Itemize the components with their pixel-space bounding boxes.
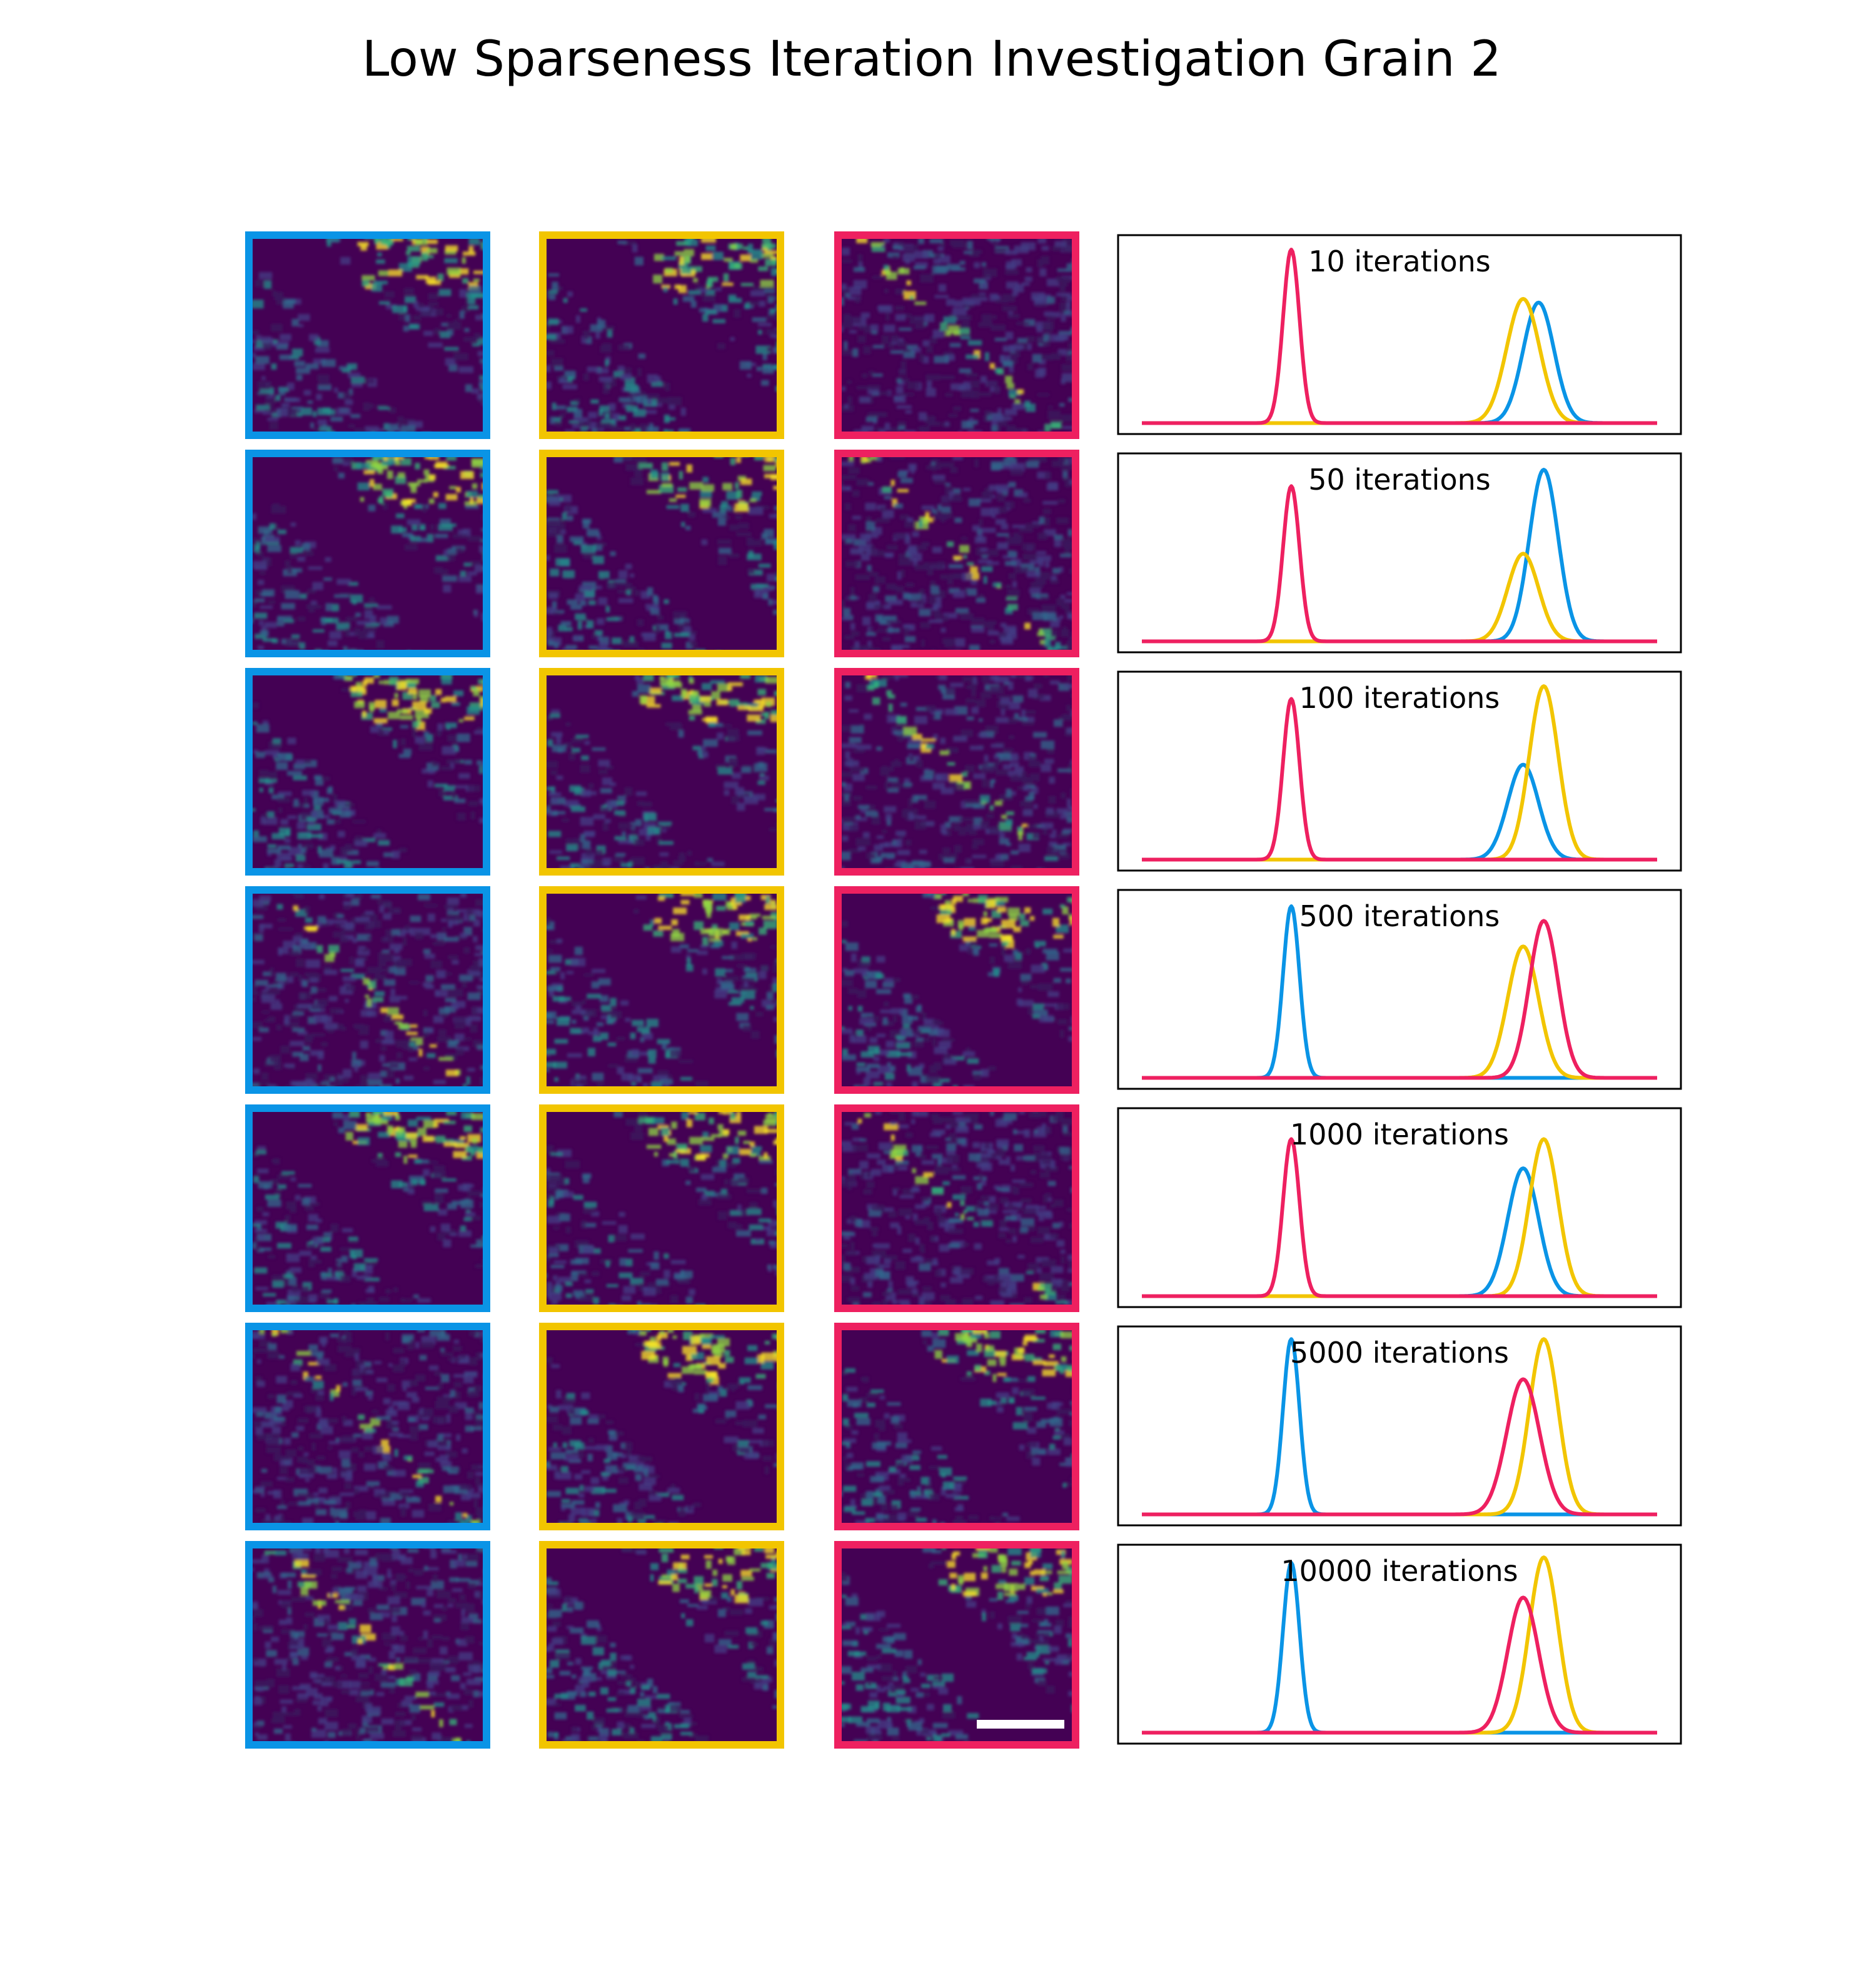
map-r3-c2 [539,668,784,876]
map-r7-c1 [245,1541,490,1749]
line-panel-4: 500 iterations [1117,889,1682,1090]
map-r2-c3 [834,450,1079,657]
map-frame-r6-c2 [539,1323,784,1530]
series-line-pink-r1 [1141,248,1658,425]
map-r5-c2 [539,1104,784,1312]
series-line-pink-r2 [1141,484,1658,644]
map-frame-r5-c2 [539,1104,784,1312]
panel-label-3: 100 iterations [1299,681,1500,715]
panel-label-7: 10000 iterations [1281,1554,1518,1588]
panel-label-4: 500 iterations [1299,899,1500,933]
map-r1-c2 [539,231,784,439]
map-frame-r4-c1 [245,886,490,1094]
map-r6-c2 [539,1323,784,1530]
line-panel-frame-2 [1117,452,1682,654]
line-panel-frame-7 [1117,1543,1682,1745]
map-r2-c1 [245,450,490,657]
map-frame-r3-c3 [834,668,1079,876]
line-panel-1: 10 iterations [1117,234,1682,435]
plots-layer: 10 iterations 50 iterations 100 iterations… [1117,234,1682,1745]
series-line-pink-r5 [1141,1137,1658,1298]
map-r1-c1 [245,231,490,439]
map-r7-c2 [539,1541,784,1749]
line-panel-frame-3 [1117,670,1682,872]
map-frame-r1-c2 [539,231,784,439]
map-r4-c1 [245,886,490,1094]
panel-label-6: 5000 iterations [1290,1336,1509,1370]
line-panel-frame-6 [1117,1325,1682,1527]
map-frame-r7-c2 [539,1541,784,1749]
map-frame-r6-c3 [834,1323,1079,1530]
line-panel-3: 100 iterations [1117,670,1682,872]
series-line-pink-r3 [1141,697,1658,862]
maps-layer [245,231,1079,1749]
series-line-pink-r7 [1141,1595,1658,1735]
map-frame-r1-c1 [245,231,490,439]
map-frame-r3-c2 [539,668,784,876]
map-r2-c2 [539,450,784,657]
map-frame-r1-c3 [834,231,1079,439]
line-panel-6: 5000 iterations [1117,1325,1682,1527]
scale-bar [977,1720,1064,1729]
panel-label-1: 10 iterations [1308,245,1490,278]
map-r3-c1 [245,668,490,876]
map-frame-r7-c1 [245,1541,490,1749]
map-frame-r3-c1 [245,668,490,876]
panel-label-2: 50 iterations [1308,463,1490,497]
line-panel-2: 50 iterations [1117,452,1682,654]
map-r6-c3 [834,1323,1079,1530]
series-line-pink-r4 [1141,919,1658,1080]
map-frame-r6-c1 [245,1323,490,1530]
map-r3-c3 [834,668,1079,876]
line-panel-frame-5 [1117,1107,1682,1308]
figure-title: Low Sparseness Iteration Investigation G… [362,31,1501,88]
series-line-pink-r6 [1141,1377,1658,1517]
map-r5-c3 [834,1104,1079,1312]
line-panel-frame-4 [1117,889,1682,1090]
map-frame-r4-c2 [539,886,784,1094]
map-r4-c2 [539,886,784,1094]
map-frame-r2-c1 [245,450,490,657]
line-panel-7: 10000 iterations [1117,1543,1682,1745]
map-frame-r7-c3 [834,1541,1079,1749]
map-r6-c1 [245,1323,490,1530]
map-frame-r4-c3 [834,886,1079,1094]
map-r4-c3 [834,886,1079,1094]
map-frame-r5-c1 [245,1104,490,1312]
map-r5-c1 [245,1104,490,1312]
map-r7-c3 [834,1541,1079,1749]
line-panel-5: 1000 iterations [1117,1107,1682,1308]
panel-label-5: 1000 iterations [1290,1118,1509,1151]
map-frame-r2-c2 [539,450,784,657]
line-panel-frame-1 [1117,234,1682,435]
map-r1-c3 [834,231,1079,439]
map-frame-r5-c3 [834,1104,1079,1312]
map-frame-r2-c3 [834,450,1079,657]
